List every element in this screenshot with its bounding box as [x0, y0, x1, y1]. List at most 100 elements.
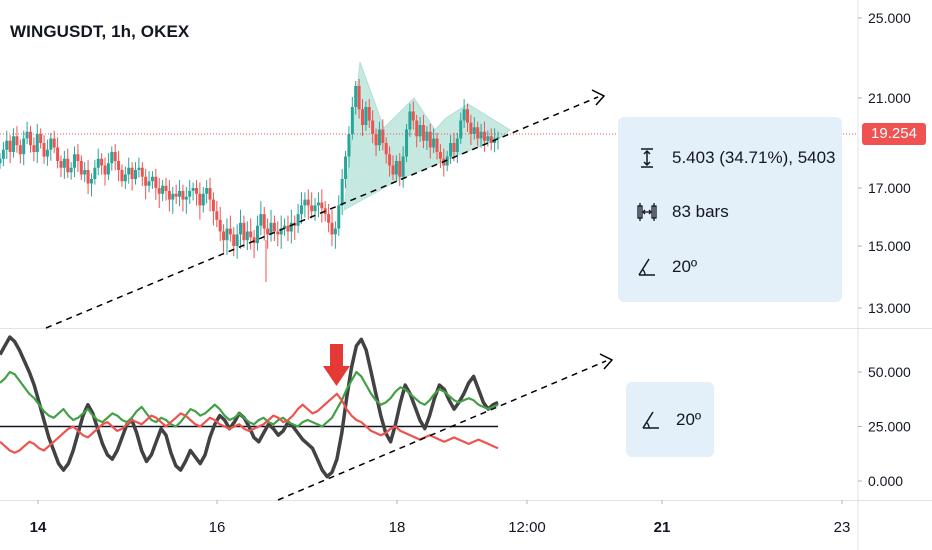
angle-icon	[636, 256, 658, 278]
x-tick-label: 16	[209, 519, 226, 536]
candle-body	[347, 134, 351, 157]
candle-body	[117, 161, 121, 170]
candle-body	[76, 154, 80, 161]
candle-body	[262, 214, 266, 229]
candle-body	[191, 188, 195, 191]
candle-body	[28, 131, 32, 146]
candle-body	[300, 205, 304, 215]
candle-body	[411, 111, 415, 121]
candle-body	[455, 138, 459, 152]
measure-bars-text: 83 bars	[672, 202, 729, 221]
measure-info-box[interactable]: 5.403 (34.71%), 5403 83 bars 20º	[618, 117, 842, 302]
trend-line	[45, 96, 599, 329]
candle-body	[316, 202, 320, 206]
osc-series-line	[0, 335, 499, 479]
measure-range-text: 5.403 (34.71%), 5403	[672, 148, 836, 167]
candle-body	[330, 222, 334, 235]
bar-range-icon	[636, 201, 658, 223]
candle-body	[459, 120, 463, 139]
candle-body	[123, 174, 127, 182]
candle-body	[269, 222, 273, 235]
candle-body	[239, 222, 243, 235]
down-arrow-icon	[323, 344, 350, 386]
oscillator-angle-box[interactable]: 20º	[626, 382, 714, 457]
candle-body	[401, 156, 405, 177]
candle-body	[418, 125, 422, 137]
candle-body	[364, 107, 368, 125]
candle-body	[337, 205, 341, 229]
candle-body	[469, 122, 473, 134]
candle-body	[405, 129, 409, 157]
candle-body	[462, 109, 466, 121]
candle-body	[113, 152, 117, 161]
osc-angle-row: 20º	[640, 409, 701, 431]
candle-body	[222, 231, 226, 241]
candle-body	[350, 107, 354, 134]
osc-angle-text: 20º	[676, 410, 702, 429]
candle-body	[489, 136, 493, 143]
candle-body	[167, 190, 171, 200]
candle-body	[225, 228, 229, 241]
candle-body	[181, 190, 185, 200]
candle-body	[42, 143, 46, 157]
measure-angle-text: 20º	[672, 257, 698, 276]
candle-body	[333, 228, 337, 235]
candle-body	[398, 161, 402, 177]
candle-body	[340, 179, 344, 206]
candle-body	[218, 219, 222, 232]
candle-body	[127, 167, 131, 175]
osc-y-tick-label: 25.000	[868, 419, 911, 435]
candle-body	[249, 231, 253, 238]
candle-body	[39, 134, 43, 143]
candle-body	[110, 152, 114, 164]
candle-body	[35, 134, 39, 152]
candle-body	[188, 190, 192, 197]
candle-body	[120, 170, 124, 182]
candle-body	[106, 163, 110, 175]
candle-body	[279, 228, 283, 235]
candle-body	[367, 107, 371, 121]
candle-body	[344, 156, 348, 179]
x-tick-label: 14	[30, 519, 47, 536]
candle-body	[374, 134, 378, 146]
x-tick-label: 12:00	[508, 519, 546, 536]
candle-body	[296, 214, 300, 226]
x-tick-label: 21	[654, 519, 671, 536]
candle-body	[255, 225, 259, 244]
candle-body	[313, 205, 317, 212]
candle-body	[18, 145, 22, 155]
candle-body	[59, 161, 63, 168]
candle-body	[486, 136, 490, 141]
candle-body	[289, 222, 293, 232]
candle-body	[242, 222, 246, 241]
candle-body	[276, 231, 280, 235]
candle-body	[89, 179, 93, 184]
candle-body	[62, 158, 66, 168]
osc-series-line	[0, 370, 499, 428]
candle-body	[69, 167, 73, 173]
candle-body	[171, 193, 175, 200]
candle-body	[86, 170, 90, 184]
candle-body	[194, 188, 198, 194]
candle-body	[147, 181, 151, 186]
candle-body	[134, 170, 138, 179]
measure-bars-row: 83 bars	[636, 201, 729, 223]
candle-body	[174, 193, 178, 197]
candle-body	[157, 188, 161, 194]
candle-body	[130, 167, 134, 179]
candle-body	[445, 156, 449, 166]
candle-body	[161, 185, 165, 194]
osc-trend-line	[277, 360, 607, 501]
candle-body	[449, 143, 453, 157]
candle-body	[205, 188, 209, 194]
candle-body	[228, 228, 232, 235]
candle-body	[5, 140, 9, 150]
candle-body	[476, 127, 480, 139]
candle-body	[32, 145, 36, 152]
candle-body	[482, 131, 486, 141]
candle-body	[49, 138, 53, 150]
candle-body	[384, 143, 388, 155]
candle-body	[154, 176, 158, 188]
